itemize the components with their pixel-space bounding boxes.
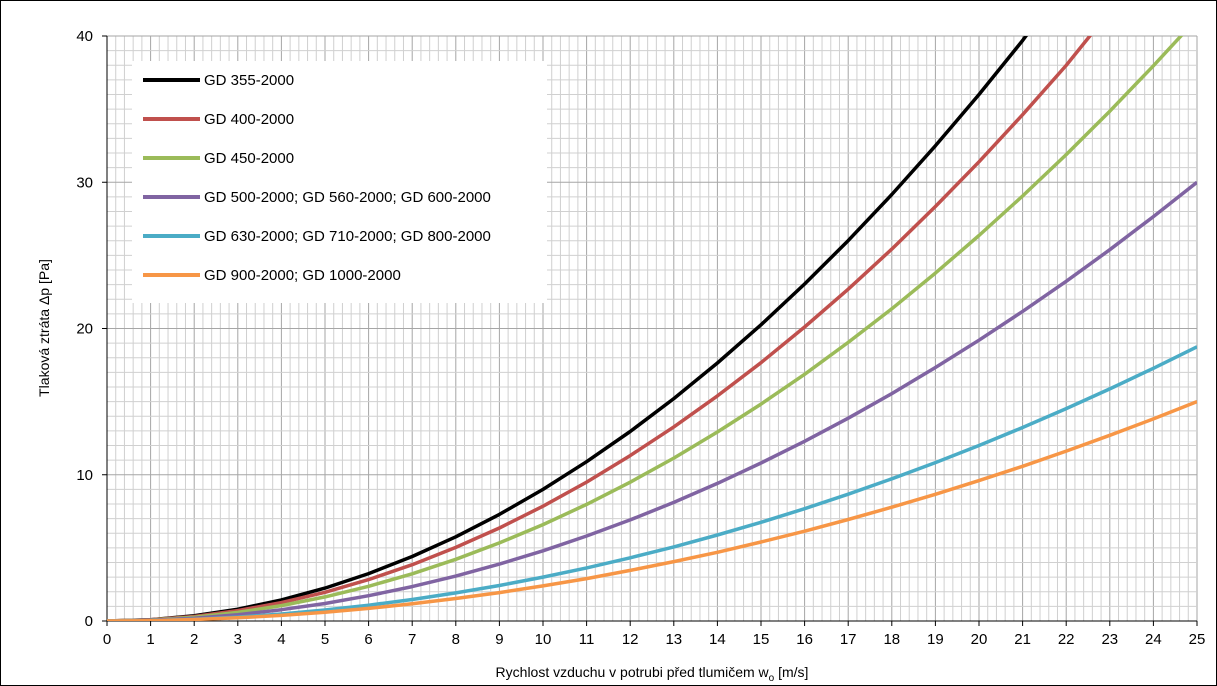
x-tick-label: 20 bbox=[971, 631, 988, 648]
x-tick-label: 21 bbox=[1014, 631, 1031, 648]
legend-label: GD 900-2000; GD 1000-2000 bbox=[204, 267, 401, 284]
series-line-3 bbox=[107, 36, 1184, 621]
x-tick-label: 25 bbox=[1189, 631, 1206, 648]
x-tick-label: 14 bbox=[709, 631, 726, 648]
x-tick-label: 5 bbox=[321, 631, 329, 648]
x-tick-label: 6 bbox=[364, 631, 372, 648]
x-tick-label: 15 bbox=[753, 631, 770, 648]
y-tick-label: 20 bbox=[76, 321, 93, 338]
legend-box bbox=[132, 61, 547, 303]
legend-label: GD 630-2000; GD 710-2000; GD 800-2000 bbox=[204, 228, 491, 245]
y-tick-label: 40 bbox=[76, 28, 93, 45]
y-tick-labels: 0 10 20 30 40 bbox=[76, 28, 107, 630]
legend-label: GD 400-2000 bbox=[204, 111, 294, 128]
x-tick-label: 18 bbox=[883, 631, 900, 648]
x-tick-label: 12 bbox=[622, 631, 639, 648]
legend-label: GD 500-2000; GD 560-2000; GD 600-2000 bbox=[204, 189, 491, 206]
x-tick-label: 23 bbox=[1101, 631, 1118, 648]
series-line-4 bbox=[107, 180, 1197, 621]
x-tick-labels: 0 1 2 3 4 5 6 7 8 9 10 11 12 13 14 15 16 17 18 19 20 21 22 23 24… bbox=[103, 621, 1206, 648]
x-tick-label: 10 bbox=[535, 631, 552, 648]
series-line-1 bbox=[107, 36, 1029, 621]
x-tick-label: 9 bbox=[495, 631, 503, 648]
x-tick-label: 24 bbox=[1145, 631, 1162, 648]
x-tick-label: 2 bbox=[190, 631, 198, 648]
legend-label: GD 450-2000 bbox=[204, 150, 294, 167]
x-tick-label: 1 bbox=[146, 631, 154, 648]
legend-label: GD 355-2000 bbox=[204, 72, 294, 89]
x-tick-label: 8 bbox=[452, 631, 460, 648]
x-tick-label: 4 bbox=[277, 631, 285, 648]
x-tick-label: 22 bbox=[1058, 631, 1075, 648]
series-lines bbox=[107, 36, 1197, 621]
series-line-2 bbox=[107, 36, 1093, 621]
y-tick-label: 10 bbox=[76, 467, 93, 484]
y-tick-label: 0 bbox=[85, 613, 93, 630]
y-tick-label: 30 bbox=[76, 174, 93, 191]
x-tick-label: 3 bbox=[234, 631, 242, 648]
x-tick-label: 11 bbox=[579, 631, 595, 648]
x-axis-title: Rychlost vzduchu v potrubi před tlumičem… bbox=[496, 664, 809, 684]
x-tick-label: 0 bbox=[103, 631, 111, 648]
series-line-6 bbox=[107, 399, 1197, 621]
x-tick-label: 19 bbox=[927, 631, 944, 648]
x-tick-label: 16 bbox=[796, 631, 813, 648]
x-tick-label: 7 bbox=[408, 631, 416, 648]
y-axis-title: Tlaková ztráta Δp [Pa] bbox=[36, 259, 52, 397]
x-tick-label: 13 bbox=[665, 631, 682, 648]
legend: GD 355-2000 GD 400-2000 GD 450-2000 GD 500-… bbox=[132, 61, 547, 303]
x-tick-label: 17 bbox=[840, 631, 857, 648]
